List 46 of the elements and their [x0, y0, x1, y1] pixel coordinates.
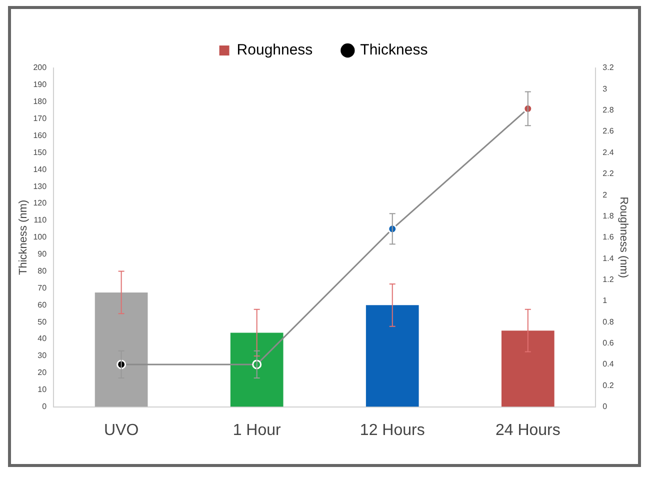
y-tick-label: 80	[38, 266, 48, 276]
y-tick-label: 50	[38, 317, 48, 326]
y-tick-label: 100	[33, 232, 48, 242]
y2-tick-label: 2.2	[602, 169, 614, 178]
y-tick-label: 150	[33, 148, 48, 157]
y-tick-label: 20	[38, 368, 48, 378]
y-tick-label: 90	[38, 250, 48, 259]
y2-tick-label: 1.4	[602, 254, 614, 263]
y-tick-label: 200	[33, 63, 48, 72]
legend-label: Thickness	[360, 42, 428, 59]
y2-tick-label: 2.4	[602, 148, 614, 157]
y-tick-label: 40	[38, 334, 48, 344]
y2-tick-label: 0	[602, 402, 608, 412]
y-tick-label: 70	[38, 283, 48, 292]
y2-tick-label: 0.2	[602, 380, 614, 390]
y-tick-label: 0	[42, 402, 48, 412]
y2-tick-label: 0.8	[602, 317, 614, 326]
y2-tick-label: 2	[602, 190, 608, 200]
y-tick-label: 30	[38, 351, 48, 360]
y-tick-label: 140	[33, 164, 48, 174]
x-tick-label: 12 Hours	[360, 422, 425, 439]
y-tick-label: 60	[38, 300, 48, 310]
y-tick-label: 10	[38, 385, 48, 394]
y-tick-label: 170	[33, 114, 48, 124]
y2-tick-label: 1.8	[602, 211, 614, 220]
y2-tick-label: 2.8	[602, 106, 614, 115]
y2-axis-title: Roughness (nm)	[617, 196, 630, 278]
y2-tick-label: 3.2	[602, 63, 614, 72]
y-tick-label: 190	[33, 80, 48, 90]
legend-label: Roughness	[236, 42, 313, 59]
y2-tick-label: 0.4	[602, 360, 614, 369]
y-tick-label: 160	[33, 130, 48, 140]
y-tick-label: 180	[33, 97, 48, 106]
x-tick-label: UVO	[104, 422, 139, 439]
y2-tick-label: 0.6	[602, 338, 614, 348]
y-tick-label: 120	[33, 198, 48, 208]
y-axis-title: Thickness (nm)	[18, 200, 30, 275]
y2-tick-label: 2.6	[602, 126, 614, 136]
y2-tick-label: 1.6	[602, 232, 614, 242]
y2-tick-label: 1.2	[602, 274, 614, 284]
y-tick-label: 130	[33, 182, 48, 191]
x-tick-label: 24 Hours	[495, 422, 560, 439]
y2-tick-label: 3	[602, 84, 608, 94]
x-tick-label: 1 Hour	[232, 422, 282, 439]
y2-tick-label: 1	[602, 296, 608, 306]
y-tick-label: 110	[34, 216, 48, 225]
